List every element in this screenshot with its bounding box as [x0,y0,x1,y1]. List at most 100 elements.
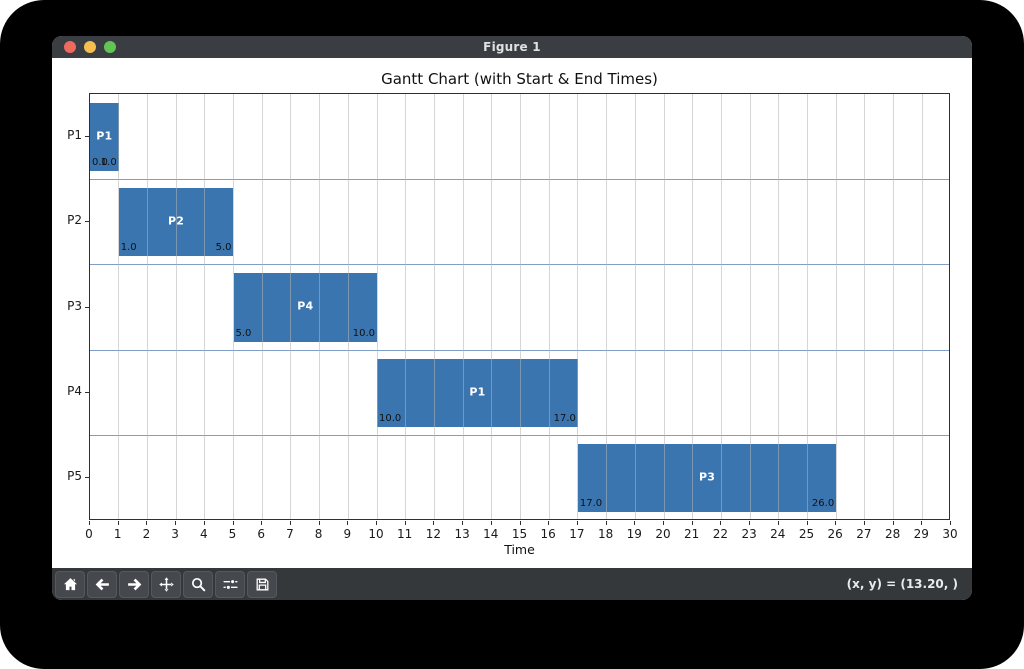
vertical-gridline [520,94,521,519]
chart-title: Gantt Chart (with Start & End Times) [381,70,658,88]
vertical-gridline [204,94,206,519]
x-tick-label: 14 [483,527,499,541]
magnifier-icon [190,576,207,593]
end-time-label: 26.0 [811,498,835,510]
process-label: P1 [96,129,113,143]
x-tick-mark [634,521,636,525]
x-tick-label: 29 [913,527,929,541]
x-tick-label: 9 [343,527,352,541]
y-tick-label: P3 [67,298,82,313]
x-tick-mark [921,521,923,525]
x-tick-label: 7 [286,527,294,541]
x-tick-label: 10 [368,527,384,541]
cursor-coordinates: (x, y) = (13.20, ) [846,577,958,591]
vertical-gridline [835,94,837,519]
x-tick-mark [146,521,148,525]
y-tick-label: P5 [67,469,82,484]
process-label: P4 [297,299,314,313]
close-button[interactable] [64,41,76,53]
x-axis-label: Time [504,542,535,557]
x-tick-label: 27 [856,527,872,541]
arrow-left-icon [94,576,111,593]
minimize-button[interactable] [84,41,96,53]
y-tick-mark [85,477,89,479]
x-tick-mark [519,521,521,525]
horizontal-gridline [90,435,949,437]
process-label: P3 [698,470,716,484]
vertical-gridline [577,94,579,519]
gantt-bar: P1 10.0 17.0 [377,358,578,428]
vertical-gridline [319,94,321,519]
x-tick-label: 3 [171,527,179,541]
forward-button[interactable] [119,570,149,598]
start-time-label: 10.0 [379,413,402,425]
x-tick-mark [175,521,177,525]
end-time-label: 5.0 [215,242,232,254]
x-tick-label: 4 [199,527,208,541]
y-tick-mark [85,306,89,308]
start-time-label: 1.0 [120,242,137,254]
x-tick-label: 0 [85,527,93,541]
x-tick-mark [863,521,865,525]
pan-button[interactable] [151,570,181,598]
sliders-icon [222,576,239,593]
back-button[interactable] [87,570,117,598]
y-tick-label: P1 [67,127,82,142]
x-tick-mark [892,521,894,525]
x-tick-label: 24 [770,527,786,541]
x-tick-mark [777,521,779,525]
x-tick-label: 6 [257,527,265,541]
x-tick-label: 17 [569,527,585,541]
y-tick-label: P4 [67,383,82,398]
figure-canvas[interactable]: Gantt Chart (with Start & End Times) P1 0… [52,58,972,568]
x-tick-mark [462,521,464,525]
process-label: P1 [469,385,486,399]
vertical-gridline [864,94,866,519]
window-titlebar[interactable]: Figure 1 [52,36,972,58]
home-button[interactable] [55,570,85,598]
y-tick-label: P2 [67,213,82,228]
vertical-gridline [663,94,665,519]
x-tick-mark [347,521,349,525]
arrow-right-icon [126,576,143,593]
x-tick-label: 23 [741,527,757,541]
vertical-gridline [606,94,608,519]
vertical-gridline [347,94,349,519]
vertical-gridline [462,94,464,519]
start-time-label: 17.0 [579,498,603,510]
save-button[interactable] [247,570,277,598]
x-tick-label: 11 [397,527,413,541]
home-icon [62,576,79,593]
x-tick-mark [490,521,492,525]
configure-subplots-button[interactable] [215,570,245,598]
toolbar-buttons [55,570,279,598]
vertical-gridline [491,94,493,519]
start-time-label: 0.0 [92,156,108,168]
x-tick-mark [663,521,664,525]
vertical-gridline [146,94,148,519]
zoom-button[interactable] [183,570,213,598]
x-tick-label: 20 [655,527,671,541]
x-tick-mark [318,521,320,525]
x-tick-mark [576,521,578,525]
horizontal-gridline [90,178,949,180]
vertical-gridline [893,94,895,519]
x-tick-mark [89,521,90,525]
navigation-toolbar: (x, y) = (13.20, ) [52,568,972,600]
plot-area[interactable]: P10.01.0P21.05.0P45.010.0P110.017.0P317.… [89,93,950,520]
zoom-window-button[interactable] [104,41,116,53]
x-tick-mark [203,521,205,525]
x-tick-label: 19 [626,527,642,541]
x-tick-mark [117,521,119,525]
traffic-lights [64,41,116,53]
x-tick-mark [289,521,291,525]
vertical-gridline [749,94,751,519]
x-tick-mark [232,521,234,525]
x-tick-label: 16 [540,527,556,541]
x-tick-label: 25 [798,527,815,541]
floppy-icon [254,576,271,593]
vertical-gridline [548,94,550,519]
x-tick-mark [691,521,693,525]
x-tick-label: 26 [827,527,843,541]
